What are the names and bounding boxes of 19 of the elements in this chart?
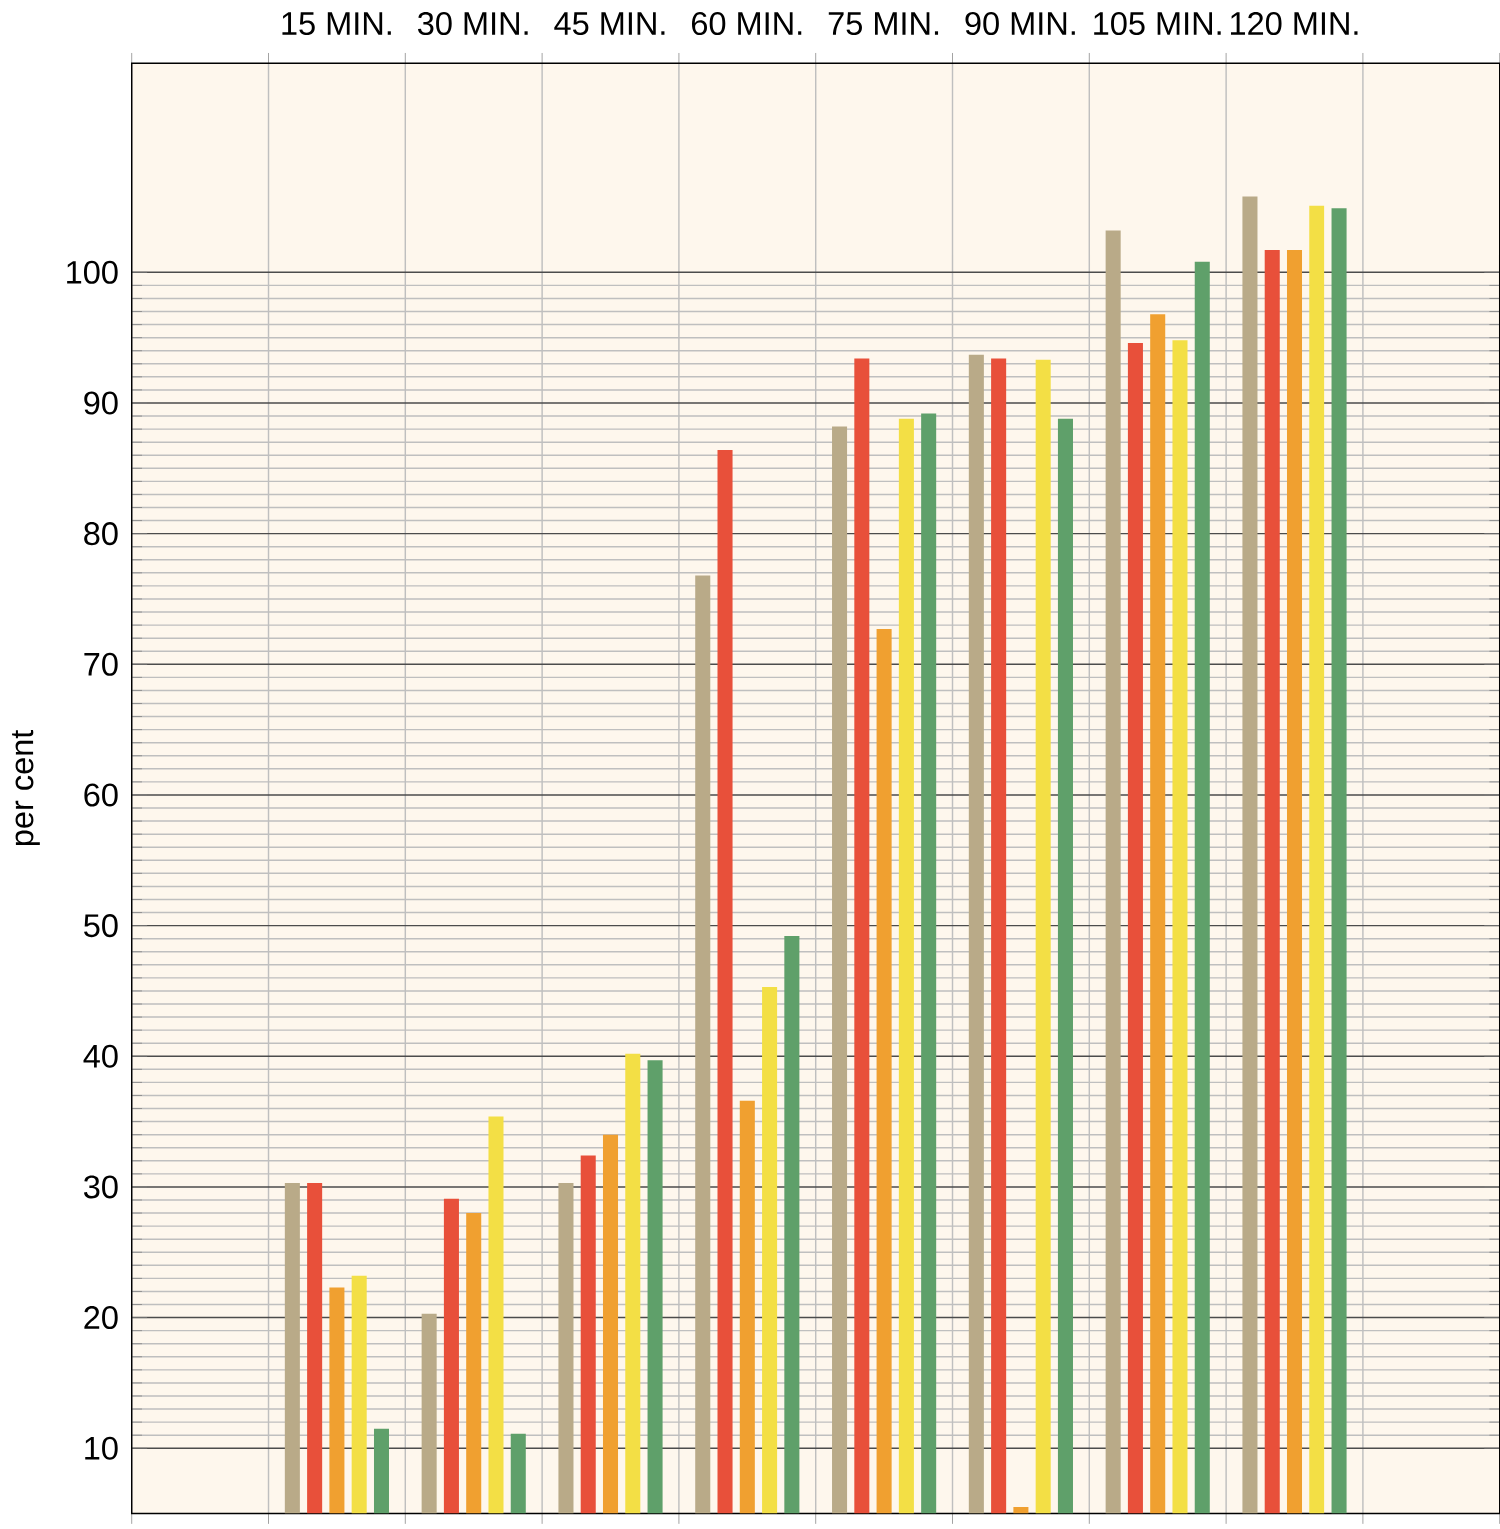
x-tick-label: 75 MIN. xyxy=(828,12,938,36)
x-tick-label: 30 MIN. xyxy=(417,12,528,36)
x-tick-label: 60 MIN. xyxy=(691,12,802,36)
x-tick-label: 120 MIN. xyxy=(1230,12,1358,36)
y-tick-label: 60 xyxy=(84,783,118,807)
y-tick-label: 90 xyxy=(84,391,118,415)
x-tick-label: 15 MIN. xyxy=(282,12,391,36)
y-axis-title: per cent xyxy=(11,729,40,846)
y-tick-label: 20 xyxy=(84,1306,118,1330)
y-tick-label: 80 xyxy=(83,522,118,546)
y-tick-label: 70 xyxy=(84,652,118,676)
x-tick-label: 90 MIN. xyxy=(965,12,1075,36)
y-tick-label: 100 xyxy=(66,260,118,284)
x-tick-label: 105 MIN. xyxy=(1094,12,1221,36)
y-tick-label: 40 xyxy=(83,1044,118,1068)
y-tick-label: 10 xyxy=(85,1436,118,1460)
y-tick-label: 30 xyxy=(83,1175,118,1199)
y-tick-label: 50 xyxy=(83,914,118,938)
x-tick-label: 45 MIN. xyxy=(554,12,665,36)
